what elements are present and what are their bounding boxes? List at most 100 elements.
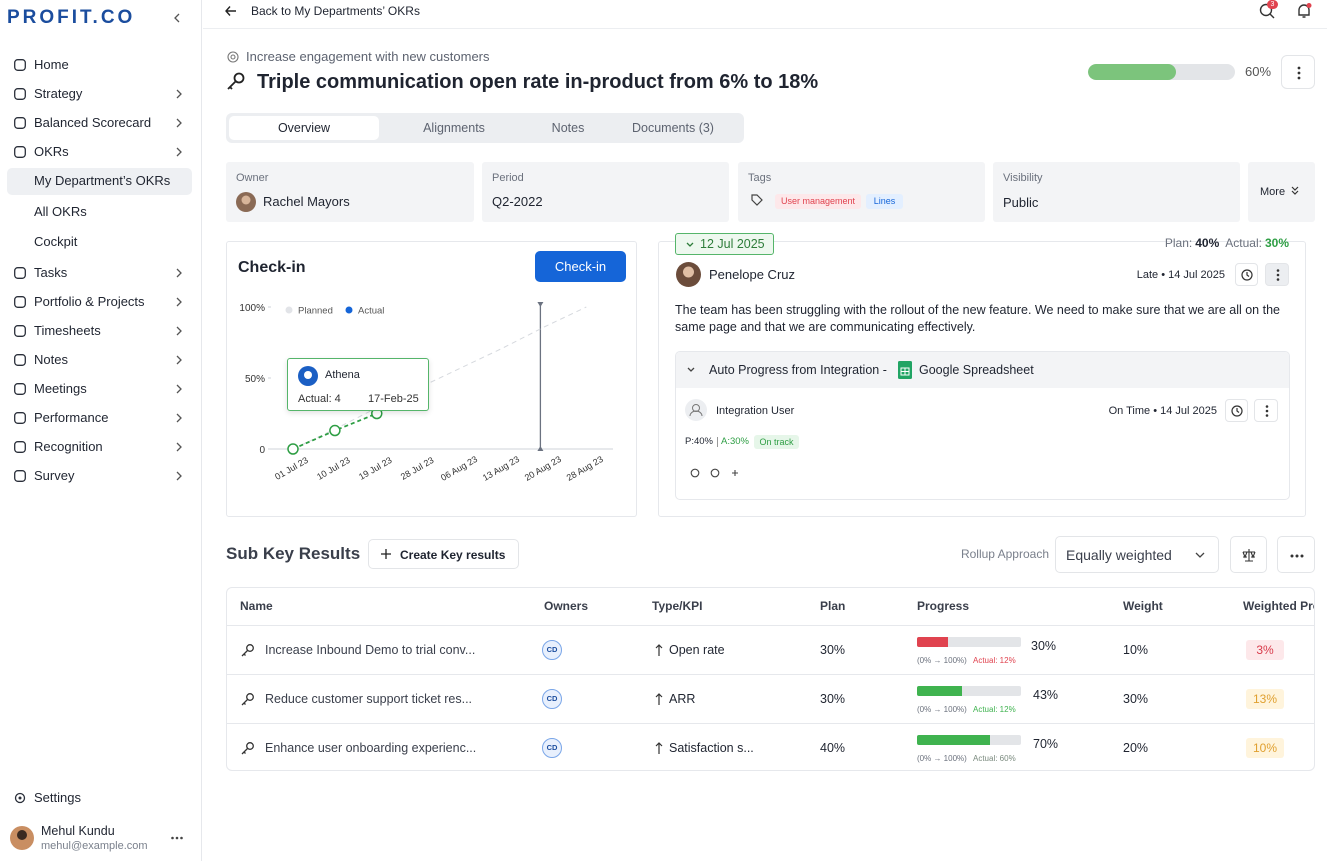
column-header: Name	[240, 599, 273, 613]
x-tick-label: 01 Jul 23	[273, 455, 310, 482]
legend-label: Actual	[358, 306, 384, 317]
info-label: Visibility	[1003, 172, 1043, 184]
kr-weighted: 13%	[1246, 689, 1284, 709]
more-chevrons	[1291, 186, 1299, 195]
kr-owner: CD	[542, 738, 562, 758]
kr-progress-label: 30%	[1031, 639, 1057, 653]
column-header: Weight	[1123, 599, 1163, 613]
nav-icon	[14, 88, 26, 100]
actual: 30%	[1264, 236, 1289, 250]
plan: 40%	[1195, 236, 1220, 250]
kr-name[interactable]: Reduce customer support ticket res...	[265, 692, 473, 706]
kr-plan: 30%	[820, 692, 846, 706]
x-tick-label: 13 Aug 23	[481, 454, 521, 483]
nav-item[interactable]: Tasks	[8, 260, 192, 286]
nav-label: Home	[34, 57, 69, 72]
nav-item[interactable]: Strategy	[8, 81, 192, 107]
nav-item[interactable]: Meetings	[8, 376, 192, 402]
x-tick-label: 28 Aug 23	[565, 454, 605, 483]
tab[interactable]: Overview	[229, 116, 379, 140]
nav-label: Timesheets	[34, 322, 101, 338]
history-button[interactable]	[1235, 263, 1258, 286]
nav-item[interactable]: Balanced Scorecard	[8, 110, 192, 136]
history-button[interactable]	[1225, 399, 1248, 422]
collapse-icon	[174, 13, 180, 23]
dots-icon	[1290, 554, 1304, 558]
nav-item[interactable]: Timesheets	[8, 318, 192, 344]
objective-menu[interactable]	[1281, 55, 1315, 89]
item-menu[interactable]	[1265, 263, 1289, 286]
info-label: Tags	[748, 172, 772, 184]
weights-button[interactable]	[1230, 536, 1267, 573]
tag-icon	[751, 194, 763, 206]
topbar-divider	[203, 28, 1327, 29]
integration-avatar	[685, 399, 707, 421]
integration-box: Auto Progress from Integration - Google S…	[675, 351, 1290, 500]
nav-item[interactable]: OKRs	[8, 139, 192, 165]
legend-swatch	[285, 306, 293, 314]
kr-row: Increase Inbound Demo to trial conv... CD…	[227, 625, 1314, 674]
tag-chip: User management	[775, 194, 861, 209]
kr-row: Enhance user onboarding experienc... CD Sa…	[227, 723, 1314, 770]
rollup-value: Equally weighted	[1066, 547, 1172, 563]
kr-name[interactable]: Increase Inbound Demo to trial conv...	[265, 643, 476, 657]
nav-sublabel: All OKRs	[34, 203, 87, 219]
x-tick-label: 20 Aug 23	[523, 454, 563, 483]
kr-kpi: Satisfaction s...	[669, 741, 754, 755]
nav-item[interactable]: Recognition	[8, 434, 192, 460]
nav-chevron	[176, 384, 182, 393]
kr-owner: CD	[542, 689, 562, 709]
tooltip-avatar	[298, 366, 318, 386]
planned-line	[292, 306, 587, 450]
nav-subitem[interactable]: All OKRs	[7, 199, 192, 226]
integration-divider	[717, 437, 718, 447]
update-date: 12 Jul 2025	[700, 237, 765, 251]
actual-point	[287, 443, 299, 455]
rollup-select[interactable]: Equally weighted	[1055, 536, 1219, 573]
plus-icon	[381, 549, 391, 559]
history-icon	[1241, 269, 1253, 281]
sheet-icon	[898, 361, 912, 379]
info-card: Owner Rachel Mayors	[226, 162, 474, 222]
more-button[interactable]	[1277, 536, 1315, 573]
back-link[interactable]: Back to My Departments’ OKRs	[251, 4, 420, 18]
x-tick-label: 06 Aug 23	[439, 454, 479, 483]
legend-swatch	[345, 306, 353, 314]
nav-item[interactable]: Home	[8, 52, 192, 78]
create-button[interactable]: Create Key results	[368, 539, 519, 569]
nav-sublabel: My Department’s OKRs	[34, 173, 171, 188]
nav-icon	[14, 59, 26, 71]
nav-chevron	[176, 326, 182, 335]
kr-weighted: 10%	[1246, 738, 1284, 758]
column-header: Owners	[544, 599, 589, 613]
notification-badge: 3	[1267, 0, 1278, 9]
tab[interactable]: Notes	[551, 121, 585, 135]
kr-range: (0% → 100%)	[917, 754, 967, 763]
nav-item[interactable]: Portfolio & Projects	[8, 289, 192, 315]
nav-icon	[14, 382, 26, 395]
checkin-title: Check-in	[238, 259, 306, 276]
tab[interactable]: Documents (3)	[632, 121, 714, 135]
nav-sublabel: Cockpit	[34, 234, 78, 249]
nav-chevron	[176, 147, 182, 157]
tab[interactable]: Alignments	[423, 121, 485, 135]
nav-subitem[interactable]: My Department’s OKRs	[7, 168, 192, 195]
kr-progress-label: 70%	[1033, 737, 1059, 751]
nav-label: OKRs	[34, 144, 69, 159]
settings-link[interactable]: Settings	[34, 790, 81, 805]
x-tick-label: 28 Jul 23	[399, 455, 436, 482]
nav-subitem[interactable]: Cockpit	[7, 229, 192, 256]
checkin-button[interactable]: Check-in	[535, 251, 626, 282]
kr-name[interactable]: Enhance user onboarding experienc...	[265, 741, 477, 755]
more-card[interactable]: More	[1248, 162, 1315, 222]
bell-icon	[1298, 3, 1312, 18]
nav-item[interactable]: Performance	[8, 405, 192, 431]
update-date-chip[interactable]: 12 Jul 2025	[675, 233, 774, 255]
info-card: Visibility Public	[993, 162, 1240, 222]
integration-user: Integration User	[716, 405, 795, 417]
select-chevron	[1195, 552, 1205, 558]
nav-item[interactable]: Survey	[8, 463, 192, 489]
nav-item[interactable]: Notes	[8, 347, 192, 373]
item-menu[interactable]	[1254, 399, 1278, 422]
